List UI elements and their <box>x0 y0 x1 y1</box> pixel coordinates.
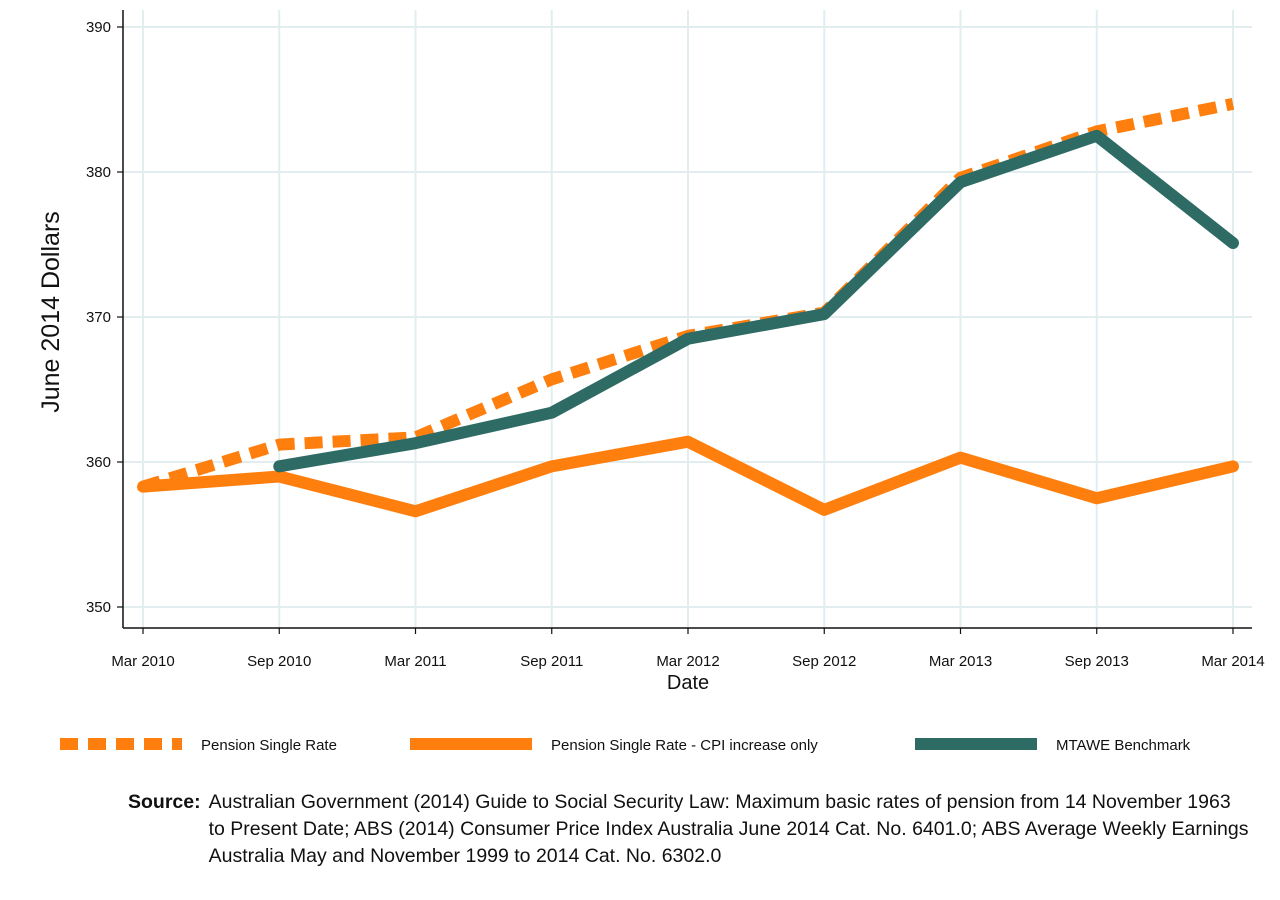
x-tick-label: Sep 2010 <box>247 653 311 670</box>
series-line-1 <box>137 435 1239 518</box>
y-tick-label: 350 <box>86 599 111 616</box>
x-tick-label: Sep 2013 <box>1065 653 1129 670</box>
x-tick-label: Sep 2012 <box>792 653 856 670</box>
y-tick-label: 370 <box>86 309 111 326</box>
x-tick-label: Sep 2011 <box>520 653 583 670</box>
legend-label: Pension Single Rate - CPI increase only <box>551 737 818 754</box>
x-tick-label: Mar 2010 <box>111 653 174 670</box>
line-chart: 350 360 370 380 390 Mar 2010 Sep 2010 Mar 2011 S… <box>37 10 1265 754</box>
x-tick-label: Mar 2014 <box>1201 653 1264 670</box>
series-line-2 <box>273 129 1239 473</box>
x-axis-label: Date <box>667 672 709 694</box>
legend-label: Pension Single Rate <box>201 737 337 754</box>
series-lines <box>137 97 1239 518</box>
x-tick-label: Mar 2011 <box>384 653 446 670</box>
x-tick-label: Mar 2013 <box>929 653 992 670</box>
legend: Pension Single Rate Pension Single Rate -… <box>60 737 1191 754</box>
gridlines <box>123 10 1252 628</box>
x-tick-label: Mar 2012 <box>656 653 719 670</box>
source-note: Source: Australian Government (2014) Gui… <box>128 789 1249 870</box>
axes: 350 360 370 380 390 Mar 2010 Sep 2010 Mar 2011 S… <box>86 10 1265 670</box>
source-label: Source: <box>128 791 201 813</box>
y-tick-label: 390 <box>86 19 111 36</box>
y-tick-label: 380 <box>86 164 111 181</box>
source-text: Australian Government (2014) Guide to So… <box>208 791 1249 867</box>
y-tick-label: 360 <box>86 454 111 471</box>
y-axis-label: June 2014 Dollars <box>37 211 65 413</box>
legend-label: MTAWE Benchmark <box>1056 737 1191 754</box>
